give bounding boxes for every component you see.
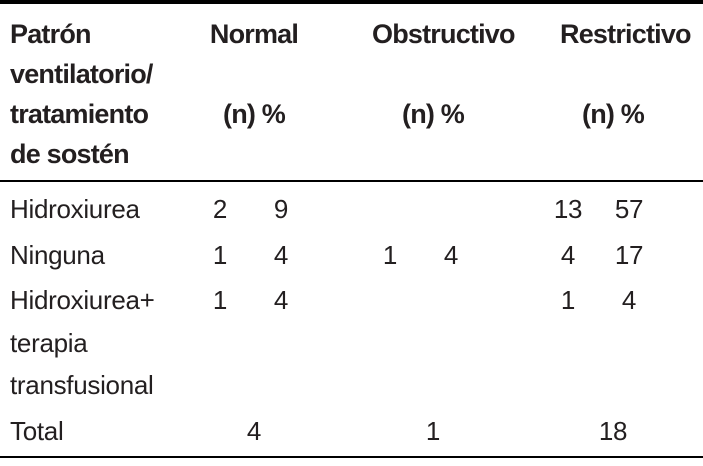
cell-obstructivo-pct: 4 xyxy=(443,240,459,270)
header-line-2: ventilatorio/ xyxy=(0,54,703,94)
table-row-label-continuation: transfusional xyxy=(0,364,703,406)
total-obstructivo: 1 xyxy=(425,415,441,446)
table-row-total: Total 4 1 18 xyxy=(0,406,703,456)
table-row-label-continuation: terapia xyxy=(0,322,703,364)
header-line-3: tratamiento (n) % (n) % (n) % xyxy=(0,94,703,134)
cell-restrictivo-n: 1 xyxy=(560,285,576,315)
header-label-line-2: ventilatorio/ xyxy=(10,58,153,89)
cell-restrictivo-pct: 4 xyxy=(621,285,637,315)
cell-normal-pct: 4 xyxy=(273,285,289,315)
header-label-line-1: Patrón xyxy=(10,18,92,49)
header-line-1: Patrón Normal Obstructivo Restrictivo xyxy=(0,14,703,54)
cell-normal-n: 2 xyxy=(212,193,228,224)
cell-normal-n: 1 xyxy=(212,240,228,270)
row-label: transfusional xyxy=(10,369,154,400)
total-normal: 4 xyxy=(246,415,262,446)
cell-normal-pct: 4 xyxy=(273,240,289,270)
row-label: Hidroxiurea xyxy=(10,193,140,224)
header-line-4: de sostén xyxy=(0,134,703,174)
column-group-restrictivo: Restrictivo xyxy=(560,18,692,49)
row-label: Ninguna xyxy=(10,240,105,270)
cell-restrictivo-pct: 17 xyxy=(614,240,644,270)
total-label: Total xyxy=(10,415,64,446)
column-group-obstructivo: Obstructivo xyxy=(372,18,516,49)
table-row-ninguna: Ninguna 1 4 1 4 4 17 xyxy=(0,232,703,279)
cell-restrictivo-n: 13 xyxy=(553,193,583,224)
cell-restrictivo-pct: 57 xyxy=(614,193,644,224)
cell-normal-n: 1 xyxy=(212,285,228,315)
header-label-line-3: tratamiento xyxy=(10,98,149,129)
row-label: Hidroxiurea+ xyxy=(10,285,155,315)
cell-restrictivo-n: 4 xyxy=(560,240,576,270)
column-group-normal: Normal xyxy=(209,18,299,49)
cell-normal-pct: 9 xyxy=(273,193,289,224)
row-label: terapia xyxy=(10,327,88,358)
table-header: Patrón Normal Obstructivo Restrictivo ve… xyxy=(0,4,703,182)
total-restrictivo: 18 xyxy=(598,415,628,446)
table-row-hidroxiurea: Hidroxiurea 2 9 13 57 xyxy=(0,186,703,232)
subheader-restrictivo-n-pct: (n) % xyxy=(582,98,645,129)
header-label-line-4: de sostén xyxy=(10,138,130,169)
table-body: Hidroxiurea 2 9 13 57 Ninguna 1 4 1 4 4 … xyxy=(0,182,703,456)
cell-obstructivo-n: 1 xyxy=(382,240,398,270)
subheader-normal-n-pct: (n) % xyxy=(223,98,286,129)
table-row-hidroxiurea-terapia: Hidroxiurea+ 1 4 1 4 xyxy=(0,279,703,322)
subheader-obstructivo-n-pct: (n) % xyxy=(402,98,465,129)
